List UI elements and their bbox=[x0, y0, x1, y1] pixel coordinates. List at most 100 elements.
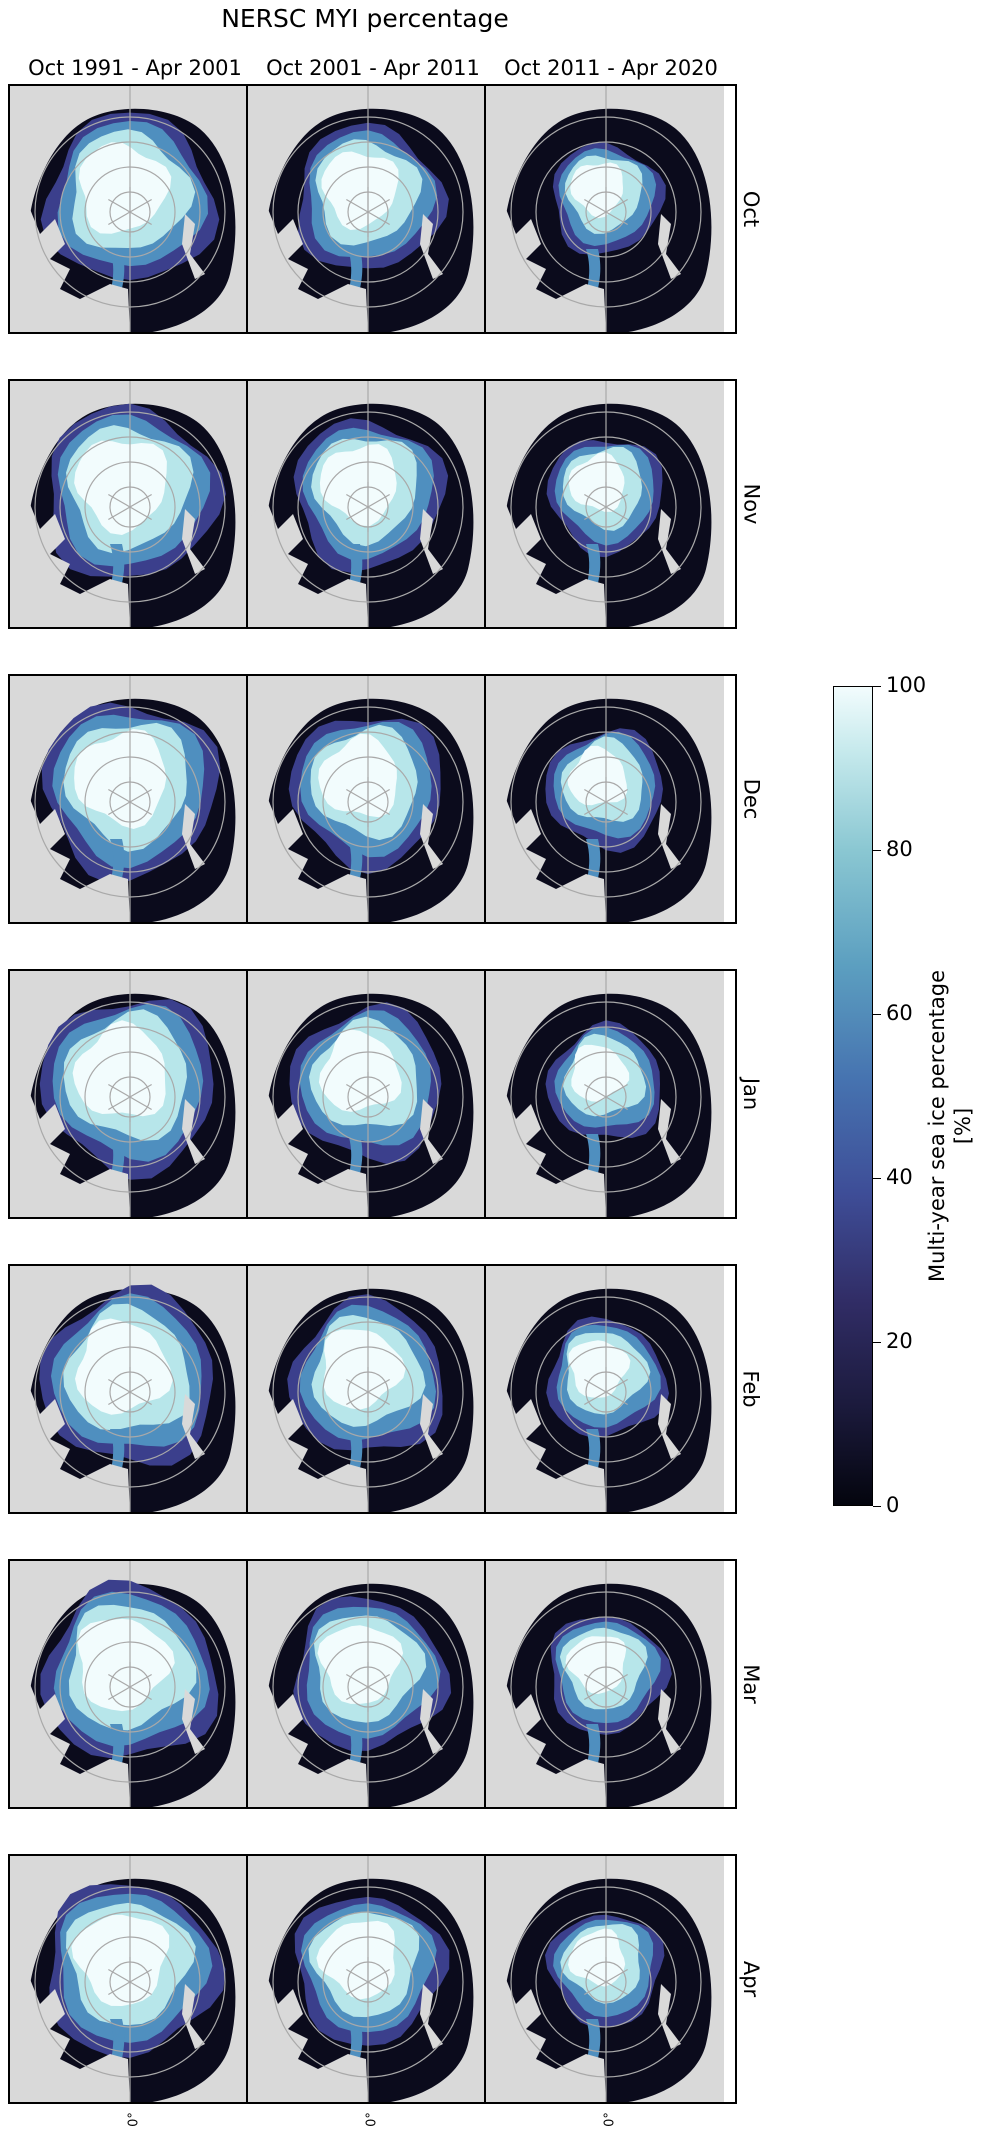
myi-full-concentration bbox=[565, 1636, 627, 1694]
colorbar-tick-mark bbox=[873, 1178, 881, 1179]
myi-full-concentration bbox=[568, 1340, 631, 1398]
canadian-archipelago bbox=[10, 439, 40, 489]
row-label-text: Mar bbox=[739, 1664, 763, 1704]
svalbard-novaya-zemlya bbox=[182, 1394, 205, 1459]
myi-full-concentration bbox=[321, 151, 399, 230]
svalbard-novaya-zemlya bbox=[420, 1689, 443, 1754]
colorbar-tick-label: 80 bbox=[886, 837, 913, 861]
row-label-text: Feb bbox=[739, 1370, 763, 1408]
svalbard-novaya-zemlya bbox=[420, 804, 443, 869]
row-label-mar: Mar bbox=[736, 1664, 766, 1704]
svalbard-novaya-zemlya bbox=[182, 804, 205, 869]
canadian-archipelago bbox=[248, 144, 278, 194]
colorbar-tick-mark bbox=[873, 850, 881, 851]
panel-divider bbox=[246, 1559, 248, 1809]
row-label-nov: Nov bbox=[736, 484, 766, 525]
panel-divider bbox=[484, 1264, 486, 1514]
arctic-map-panel bbox=[10, 1559, 248, 1809]
arctic-map-panel bbox=[248, 84, 486, 334]
figure-title: NERSC MYI percentage bbox=[221, 4, 509, 33]
canadian-archipelago bbox=[248, 439, 278, 489]
x-tick-label: 0° bbox=[364, 2112, 380, 2127]
canadian-archipelago bbox=[10, 1914, 40, 1964]
myi-full-concentration bbox=[571, 1044, 630, 1102]
arctic-map-panel bbox=[10, 84, 248, 334]
myi-full-concentration bbox=[75, 1318, 173, 1415]
arctic-map-panel bbox=[486, 969, 724, 1219]
greenland-landmass bbox=[248, 1089, 368, 1219]
column-header-1991-2001: Oct 1991 - Apr 2001 bbox=[28, 56, 242, 80]
row-label-apr: Apr bbox=[736, 1960, 766, 1998]
arctic-map-panel bbox=[248, 379, 486, 629]
svalbard-novaya-zemlya bbox=[658, 804, 681, 869]
svalbard-novaya-zemlya bbox=[658, 509, 681, 574]
colorbar-tick-mark bbox=[873, 1014, 881, 1015]
myi-full-concentration bbox=[71, 1914, 170, 2006]
colorbar-tick-label: 0 bbox=[886, 1493, 900, 1517]
arctic-map-panel bbox=[248, 1559, 486, 1809]
svalbard-novaya-zemlya bbox=[658, 1984, 681, 2049]
row-label-text: Jan bbox=[739, 1077, 763, 1111]
arctic-map-panel bbox=[10, 1264, 248, 1514]
myi-full-concentration bbox=[568, 452, 625, 512]
greenland-landmass bbox=[248, 794, 368, 924]
panel-divider bbox=[246, 379, 248, 629]
colorbar-tick-label: 20 bbox=[886, 1329, 913, 1353]
colorbar-label: Multi-year sea ice percentage [%] bbox=[920, 970, 980, 1282]
svalbard-novaya-zemlya bbox=[182, 1099, 205, 1164]
myi-full-concentration bbox=[323, 1329, 406, 1410]
greenland-landmass bbox=[10, 1384, 130, 1514]
myi-full-concentration bbox=[78, 142, 172, 234]
greenland-landmass bbox=[248, 1974, 368, 2104]
myi-full-concentration bbox=[317, 1625, 404, 1704]
row-label-dec: Dec bbox=[736, 779, 766, 820]
arctic-map-panel bbox=[248, 674, 486, 924]
canadian-archipelago bbox=[486, 439, 516, 489]
greenland-landmass bbox=[486, 204, 606, 334]
column-header-2001-2011: Oct 2001 - Apr 2011 bbox=[266, 56, 480, 80]
arctic-map-panel bbox=[10, 379, 248, 629]
svalbard-novaya-zemlya bbox=[658, 1099, 681, 1164]
arctic-map-panel bbox=[486, 1854, 724, 2104]
greenland-landmass bbox=[248, 499, 368, 629]
greenland-landmass bbox=[486, 1679, 606, 1809]
panel-divider bbox=[246, 1264, 248, 1514]
svalbard-novaya-zemlya bbox=[182, 214, 205, 279]
colorbar-label-line1: Multi-year sea ice percentage bbox=[925, 970, 949, 1282]
greenland-landmass bbox=[10, 794, 130, 924]
panel-divider bbox=[484, 674, 486, 924]
canadian-archipelago bbox=[486, 734, 516, 784]
svalbard-novaya-zemlya bbox=[420, 1984, 443, 2049]
greenland-landmass bbox=[248, 204, 368, 334]
greenland-landmass bbox=[10, 1974, 130, 2104]
svalbard-novaya-zemlya bbox=[182, 509, 205, 574]
colorbar-tick-mark bbox=[873, 1342, 881, 1343]
canadian-archipelago bbox=[10, 144, 40, 194]
canadian-archipelago bbox=[486, 144, 516, 194]
arctic-map-panel bbox=[486, 1264, 724, 1514]
greenland-landmass bbox=[10, 499, 130, 629]
row-label-text: Apr bbox=[739, 1960, 763, 1998]
arctic-map-panel bbox=[10, 674, 248, 924]
svalbard-novaya-zemlya bbox=[420, 509, 443, 574]
greenland-landmass bbox=[10, 1089, 130, 1219]
panel-divider bbox=[246, 1854, 248, 2104]
svalbard-novaya-zemlya bbox=[420, 1394, 443, 1459]
greenland-landmass bbox=[486, 1974, 606, 2104]
canadian-archipelago bbox=[10, 1029, 40, 1079]
myi-full-concentration bbox=[570, 162, 623, 219]
greenland-landmass bbox=[10, 204, 130, 334]
panel-divider bbox=[484, 84, 486, 334]
greenland-landmass bbox=[486, 794, 606, 924]
arctic-map-panel bbox=[248, 969, 486, 1219]
arctic-map-panel bbox=[10, 969, 248, 1219]
row-label-feb: Feb bbox=[736, 1370, 766, 1407]
myi-full-concentration bbox=[316, 1920, 395, 2000]
colorbar-label-line2: [%] bbox=[951, 1107, 975, 1145]
colorbar-tick-mark bbox=[873, 686, 881, 687]
greenland-landmass bbox=[248, 1384, 368, 1514]
colorbar-tick-label: 40 bbox=[886, 1165, 913, 1189]
svalbard-novaya-zemlya bbox=[658, 1689, 681, 1754]
x-tick-label: 0° bbox=[602, 2112, 618, 2127]
canadian-archipelago bbox=[10, 734, 40, 784]
